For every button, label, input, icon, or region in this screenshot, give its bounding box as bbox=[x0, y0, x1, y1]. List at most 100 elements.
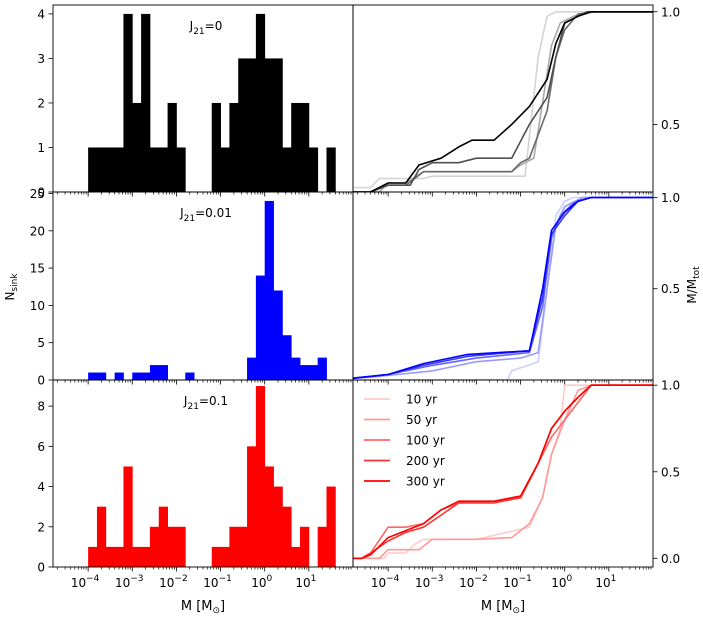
histogram-panel-2: 0 5 10 15 20 25 J21=0.01 bbox=[30, 187, 354, 388]
cumulative-line bbox=[353, 11, 653, 192]
panels: 0 1 2 3 4 J21=0 0 5 10 15 20 25 J21=0.01 0 2 4 6 8 10−4 10−… bbox=[30, 4, 680, 590]
x-tick-label: 10−2 bbox=[459, 574, 488, 590]
cumulative-line bbox=[353, 11, 653, 189]
cumulative-line bbox=[353, 384, 653, 560]
histogram-panel-3: 0 2 4 6 8 10−4 10−3 10−2 10−1 100 101 J21=0.1 bbox=[37, 379, 354, 590]
histogram-bar bbox=[247, 58, 257, 192]
cumulative-panel-1: 0.5 1.0 bbox=[352, 4, 680, 197]
histogram-bar bbox=[141, 13, 151, 193]
histogram-bar bbox=[255, 386, 266, 567]
series-group bbox=[353, 11, 653, 192]
legend: 10 yr 50 yr 100 yr 200 yr 300 yr bbox=[364, 393, 445, 489]
y-tick-label: 1 bbox=[37, 141, 45, 155]
histogram-bar bbox=[264, 200, 274, 380]
x-tick-label: 10−2 bbox=[159, 574, 188, 590]
histogram-bar bbox=[176, 526, 186, 567]
histogram-bar bbox=[158, 365, 168, 380]
y-tick-label: 0 bbox=[37, 186, 45, 200]
histogram-bar bbox=[247, 357, 257, 380]
histogram-bar bbox=[282, 335, 292, 380]
y-tick-label: 8 bbox=[37, 400, 45, 414]
y-tick-label: 0.0 bbox=[661, 552, 680, 566]
x-tick-label: 101 bbox=[295, 574, 316, 590]
cumulative-line bbox=[353, 11, 653, 192]
y-tick-label: 4 bbox=[37, 7, 45, 21]
cumulative-line bbox=[353, 196, 653, 379]
legend-label: 100 yr bbox=[406, 434, 445, 448]
cumulative-line bbox=[353, 384, 653, 560]
legend-label: 300 yr bbox=[406, 475, 445, 489]
y-tick-label: 1.0 bbox=[661, 379, 680, 393]
x-tick-label: 10−3 bbox=[415, 574, 444, 590]
histogram-bar bbox=[149, 526, 160, 567]
histogram-bar bbox=[291, 357, 301, 380]
histogram-bar bbox=[88, 147, 98, 192]
histogram-bar bbox=[105, 546, 116, 567]
histogram-bar bbox=[88, 372, 98, 380]
legend-label: 10 yr bbox=[406, 393, 437, 407]
histogram-bar bbox=[229, 102, 239, 192]
histogram-bar bbox=[96, 147, 107, 192]
histogram-bar bbox=[132, 546, 142, 567]
legend-label: 200 yr bbox=[406, 454, 445, 468]
panel-label: J21=0.1 bbox=[183, 394, 228, 412]
cumulative-panel-3: 0.0 0.5 1.0 10−4 10−3 10−2 10−1 100 101 10 yr 50 y… bbox=[352, 379, 680, 590]
cumulative-line bbox=[353, 384, 653, 560]
histogram-bar bbox=[176, 147, 186, 192]
series-group bbox=[353, 384, 653, 560]
cumulative-line bbox=[353, 384, 653, 560]
histogram-bar bbox=[291, 546, 301, 567]
histogram-bar bbox=[114, 147, 124, 192]
histogram-bar bbox=[317, 526, 327, 567]
histogram-bar bbox=[167, 526, 177, 567]
histogram-bar bbox=[96, 506, 107, 567]
histogram-bar bbox=[123, 13, 133, 193]
y-tick-label: 1.0 bbox=[661, 191, 680, 205]
histogram-bar bbox=[282, 506, 292, 567]
y-tick-label: 15 bbox=[30, 262, 45, 276]
cumulative-panel-2: 0.5 1.0 bbox=[352, 191, 680, 385]
histogram-bar bbox=[317, 357, 327, 380]
y-tick-label: 4 bbox=[37, 480, 45, 494]
x-axis-label-left: M [M⊙] bbox=[181, 599, 225, 616]
cumulative-line bbox=[353, 11, 653, 192]
cumulative-line bbox=[353, 11, 653, 192]
y-tick-label: 10 bbox=[30, 299, 45, 313]
histogram-bar bbox=[105, 147, 116, 192]
histogram-bar bbox=[167, 102, 177, 192]
y-tick-label: 2 bbox=[37, 96, 45, 110]
x-tick-label: 100 bbox=[551, 574, 572, 590]
x-tick-label: 100 bbox=[251, 574, 272, 590]
y-axis-label-right: M/Mtot bbox=[685, 266, 702, 304]
histogram-bar bbox=[300, 526, 310, 567]
histogram-bar bbox=[273, 486, 283, 567]
histogram-bar bbox=[255, 13, 266, 193]
histogram-bar bbox=[149, 147, 160, 192]
legend-label: 50 yr bbox=[406, 413, 437, 427]
histogram-bar bbox=[211, 546, 221, 567]
y-tick-label: 5 bbox=[37, 336, 45, 350]
y-tick-label: 6 bbox=[37, 440, 45, 454]
y-tick-label: 0.5 bbox=[661, 282, 680, 296]
y-tick-label: 25 bbox=[30, 187, 45, 201]
cumulative-line bbox=[353, 384, 653, 560]
y-tick-label: 3 bbox=[37, 52, 45, 66]
histogram-bar bbox=[264, 466, 274, 567]
histogram-bar bbox=[211, 102, 221, 192]
x-tick-label: 10−1 bbox=[503, 574, 532, 590]
y-tick-label: 0 bbox=[37, 561, 45, 575]
histogram-bar bbox=[229, 526, 239, 567]
histogram-bar bbox=[326, 486, 336, 567]
histogram-bar bbox=[158, 147, 168, 192]
histogram-bar bbox=[300, 102, 310, 192]
histogram-bar bbox=[326, 147, 336, 192]
histogram-bar bbox=[132, 372, 142, 380]
histogram-bar bbox=[291, 102, 301, 192]
histogram-bar bbox=[114, 546, 124, 567]
histogram-bar bbox=[220, 147, 230, 192]
axes-frame bbox=[352, 4, 654, 193]
histogram-bar bbox=[238, 58, 248, 192]
x-tick-label: 10−3 bbox=[115, 574, 144, 590]
histogram-bar bbox=[238, 526, 248, 567]
